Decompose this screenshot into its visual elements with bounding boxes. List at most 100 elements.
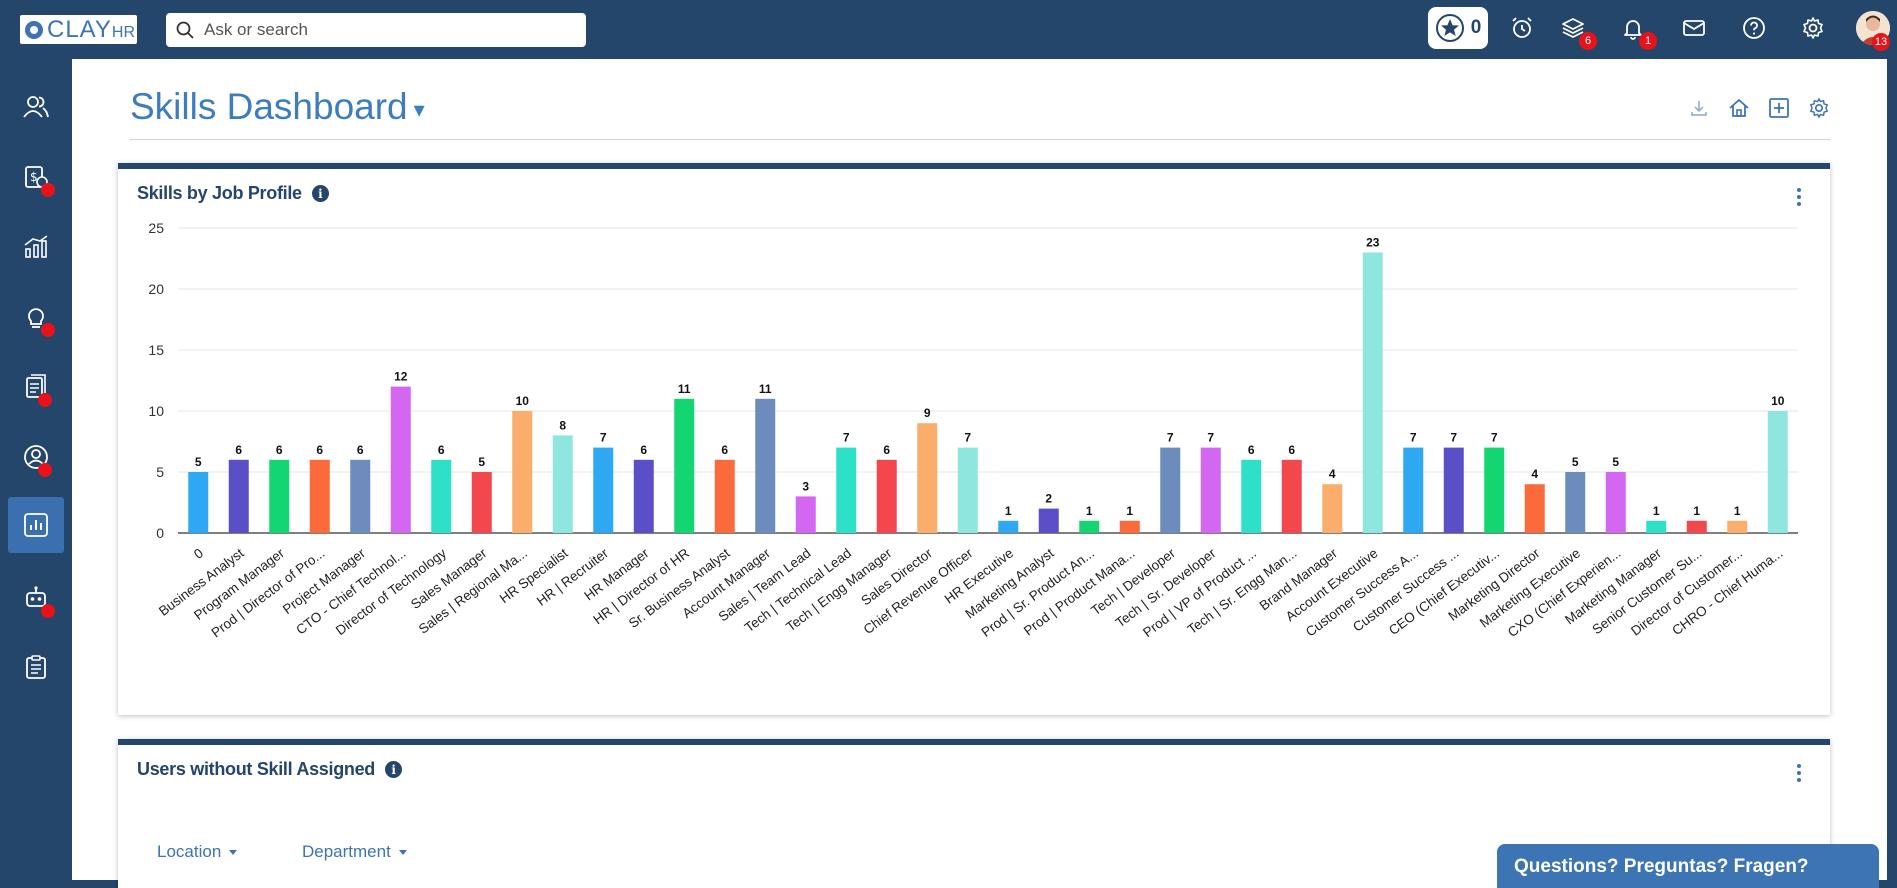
mail-icon	[1683, 20, 1705, 36]
home-button[interactable]	[1726, 95, 1752, 121]
download-icon	[1691, 101, 1707, 116]
chart-bar	[795, 496, 816, 533]
notifications-button[interactable]: 1	[1619, 14, 1657, 50]
notification-dot	[38, 463, 52, 477]
logo-mark-icon	[25, 20, 43, 39]
help-chat-tab[interactable]: Questions? Preguntas? Fragen?	[1497, 844, 1879, 888]
y-tick-label: 20	[148, 281, 164, 297]
data-label: 6	[640, 443, 647, 457]
points-count: 0	[1470, 17, 1482, 38]
data-label: 6	[1248, 443, 1255, 457]
data-label: 8	[559, 418, 566, 432]
title-caret-icon[interactable]: ▾	[413, 97, 425, 122]
messages-button[interactable]	[1680, 14, 1708, 42]
sidebar-item-payroll[interactable]: $	[8, 149, 64, 205]
card-menu-button[interactable]	[1796, 764, 1802, 782]
download-button[interactable]	[1686, 95, 1712, 121]
data-label: 7	[1207, 431, 1214, 445]
chart-bar	[1038, 508, 1059, 533]
x-tick-label: 0	[191, 545, 206, 562]
lightbulb-icon	[28, 308, 44, 328]
data-label: 6	[721, 443, 728, 457]
sidebar-item-analytics[interactable]	[8, 219, 64, 275]
y-tick-label: 15	[148, 342, 164, 358]
y-tick-label: 10	[148, 403, 164, 419]
layers-icon	[1562, 18, 1584, 38]
chevron-down-icon	[229, 849, 238, 855]
chart-bar	[755, 398, 776, 533]
data-label: 6	[357, 443, 364, 457]
card-title: Skills by Job Profile i	[137, 183, 329, 204]
filter-label: Location	[157, 842, 222, 861]
sidebar-item-documents[interactable]	[8, 359, 64, 415]
sidebar-item-goals[interactable]	[8, 289, 64, 345]
clayhr-logo[interactable]: CLAY HR	[20, 15, 137, 44]
data-label: 7	[1167, 431, 1174, 445]
chart-bar	[1362, 252, 1383, 533]
card-menu-button[interactable]	[1796, 188, 1802, 206]
data-label: 6	[276, 443, 283, 457]
documents-icon	[26, 374, 46, 398]
top-bar: CLAY HR 0 6 1 13	[0, 0, 1897, 59]
chart-bar	[957, 447, 978, 533]
chart-bar	[593, 447, 614, 533]
info-icon[interactable]: i	[311, 185, 329, 202]
page-title: Skills Dashboard	[130, 86, 408, 127]
sidebar-item-helpdesk[interactable]	[8, 570, 64, 626]
sidebar-item-reports[interactable]	[8, 497, 64, 553]
data-label: 1	[1126, 504, 1133, 518]
sidebar-item-profile[interactable]	[8, 429, 64, 485]
sidebar-item-checklist[interactable]	[8, 639, 64, 695]
data-label: 12	[394, 370, 408, 384]
chart-bar	[431, 459, 452, 533]
card-title-text: Skills by Job Profile	[137, 183, 302, 203]
help-button[interactable]	[1740, 14, 1768, 42]
data-label: 1	[1734, 504, 1741, 518]
help-circle-icon	[1743, 17, 1765, 39]
search-box[interactable]	[166, 13, 586, 47]
kebab-dot	[1797, 188, 1801, 192]
card-title-text: Users without Skill Assigned	[137, 759, 375, 779]
chart-bar	[917, 423, 938, 533]
data-label: 3	[802, 479, 809, 493]
location-filter-dropdown[interactable]: Location	[157, 842, 238, 862]
chart-bar	[552, 435, 573, 533]
chart-bar	[633, 459, 654, 533]
layers-badge: 6	[1579, 32, 1597, 50]
chart-bar	[269, 459, 290, 533]
bell-icon	[1624, 20, 1642, 40]
alarm-clock-icon	[1512, 17, 1532, 38]
gear-icon	[1803, 17, 1823, 39]
data-label: 1	[1086, 504, 1093, 518]
data-label: 1	[1005, 504, 1012, 518]
robot-icon	[26, 586, 46, 607]
main-content: Skills Dashboard ▾ Skills by Job Profile…	[72, 59, 1887, 888]
page-title-dropdown[interactable]: Skills Dashboard ▾	[130, 86, 425, 128]
chart-bar	[1565, 472, 1586, 533]
chart-bar	[1605, 472, 1626, 533]
data-label: 1	[1653, 504, 1660, 518]
chart-bar	[1241, 459, 1262, 533]
chart-bar	[836, 447, 857, 533]
star-icon	[1435, 14, 1464, 42]
chart-bar	[998, 520, 1019, 533]
chart-bar	[1443, 447, 1464, 533]
search-input[interactable]	[204, 20, 564, 40]
people-icon	[23, 96, 49, 118]
settings-button[interactable]	[1799, 14, 1827, 42]
sidebar-item-people[interactable]	[8, 79, 64, 135]
layers-button[interactable]: 6	[1559, 14, 1597, 50]
add-widget-button[interactable]	[1766, 95, 1792, 121]
filter-label: Department	[302, 842, 391, 861]
alarm-button[interactable]	[1508, 14, 1536, 42]
title-divider	[130, 139, 1830, 140]
points-button[interactable]: 0	[1428, 7, 1488, 49]
department-filter-dropdown[interactable]: Department	[302, 842, 407, 862]
chart-bar	[1646, 520, 1667, 533]
kebab-dot	[1797, 778, 1801, 782]
data-label: 4	[1329, 467, 1336, 481]
chart-bar	[1403, 447, 1424, 533]
dashboard-settings-button[interactable]	[1806, 95, 1832, 121]
info-icon[interactable]: i	[384, 761, 402, 778]
home-icon	[1729, 99, 1749, 117]
